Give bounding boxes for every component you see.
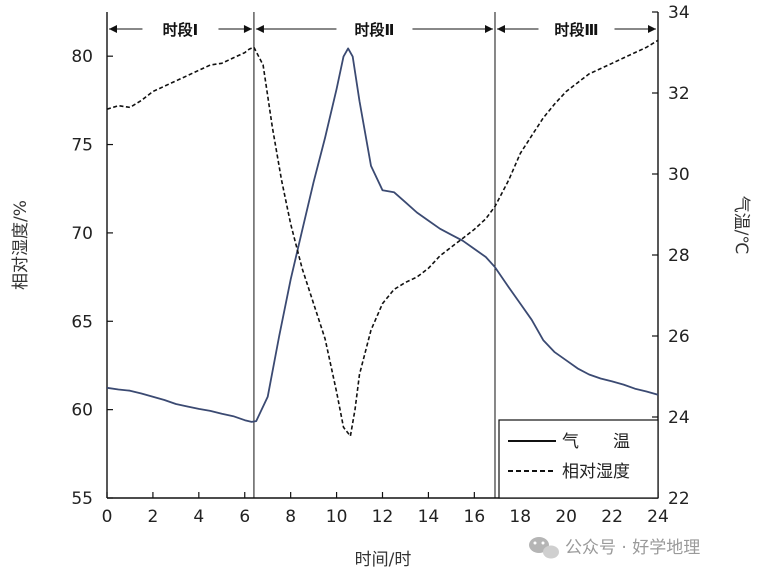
period-dividers <box>253 12 496 498</box>
left-y-tick-label: 80 <box>71 47 93 67</box>
right-y-tick-label: 26 <box>668 327 690 347</box>
x-ticks: 0 2 4 6 8 10 12 14 16 18 20 22 24 <box>102 492 669 527</box>
period-label: 时段Ⅰ <box>163 21 199 39</box>
period-arrowhead-right <box>243 25 252 33</box>
period-arrowhead-right <box>648 25 656 33</box>
x-tick-label: 22 <box>601 507 623 527</box>
right-y-tick-label: 28 <box>668 246 690 266</box>
period-arrowhead-left <box>255 25 264 33</box>
left-y-tick-label: 60 <box>71 401 93 421</box>
legend-box <box>498 419 659 499</box>
right-y-ticks: 22 24 26 28 30 32 34 <box>652 3 690 509</box>
x-tick-label: 4 <box>193 507 204 527</box>
watermark: 公众号 · 好学地理 <box>529 537 700 559</box>
period-arrowhead-right <box>484 25 493 33</box>
watermark-text: 公众号 · 好学地理 <box>565 538 700 558</box>
legend-label-humidity: 相对湿度 <box>562 462 630 482</box>
x-tick-label: 24 <box>647 507 669 527</box>
x-tick-label: 18 <box>509 507 531 527</box>
right-axis-title: 气温/℃ <box>731 196 751 255</box>
right-y-tick-label: 32 <box>668 84 690 104</box>
x-tick-label: 16 <box>464 507 486 527</box>
temperature-series-line <box>106 47 659 423</box>
left-y-tick-label: 55 <box>71 489 93 509</box>
x-tick-label: 20 <box>555 507 577 527</box>
x-tick-label: 6 <box>239 507 250 527</box>
left-y-tick-label: 70 <box>71 224 93 244</box>
x-tick-label: 0 <box>102 507 113 527</box>
wechat-icon <box>529 537 559 559</box>
right-y-tick-label: 24 <box>668 408 690 428</box>
x-tick-label: 10 <box>326 507 348 527</box>
right-y-tick-label: 34 <box>668 3 690 23</box>
left-y-tick-label: 75 <box>71 136 93 156</box>
period-labels: 时段Ⅰ 时段Ⅱ 时段Ⅲ <box>109 21 656 39</box>
legend: 气 温 相对湿度 <box>498 419 659 499</box>
left-y-ticks: 55 60 65 70 75 80 <box>71 47 113 509</box>
period-label: 时段Ⅱ <box>355 21 395 39</box>
legend-label-temperature: 气 温 <box>562 432 630 452</box>
right-y-tick-label: 30 <box>668 165 690 185</box>
humidity-series-line <box>106 39 659 437</box>
x-tick-label: 2 <box>148 507 159 527</box>
series-lines <box>106 39 659 437</box>
period-arrowhead-left <box>109 25 117 33</box>
x-tick-label: 8 <box>285 507 296 527</box>
right-y-tick-label: 22 <box>668 489 690 509</box>
x-axis-title: 时间/时 <box>355 550 412 570</box>
left-y-tick-label: 65 <box>71 312 93 332</box>
period-arrowhead-left <box>496 25 505 33</box>
x-tick-label: 14 <box>418 507 440 527</box>
x-tick-label: 12 <box>372 507 394 527</box>
period-label: 时段Ⅲ <box>554 21 598 39</box>
left-axis-title: 相对湿度/% <box>11 200 31 290</box>
